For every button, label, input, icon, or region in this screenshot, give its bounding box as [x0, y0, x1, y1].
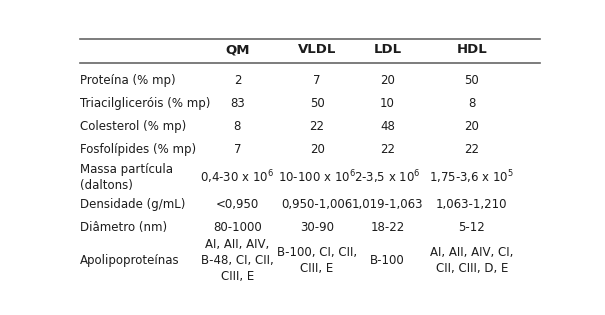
Text: 2: 2 — [234, 74, 241, 87]
Text: 1,019-1,063: 1,019-1,063 — [352, 198, 423, 211]
Text: HDL: HDL — [456, 43, 487, 56]
Text: 30-90: 30-90 — [300, 221, 334, 234]
Text: Densidade (g/mL): Densidade (g/mL) — [80, 198, 186, 211]
Text: Colesterol (% mp): Colesterol (% mp) — [80, 120, 186, 134]
Text: <0,950: <0,950 — [216, 198, 259, 211]
Text: 20: 20 — [310, 143, 324, 157]
Text: 50: 50 — [310, 97, 324, 110]
Text: 10: 10 — [380, 97, 395, 110]
Text: Massa partícula
(daltons): Massa partícula (daltons) — [80, 163, 173, 192]
Text: Apolipoproteínas: Apolipoproteínas — [80, 254, 180, 267]
Text: 50: 50 — [465, 74, 479, 87]
Text: QM: QM — [225, 43, 250, 56]
Text: 0,4-30 x $10^{6}$: 0,4-30 x $10^{6}$ — [200, 169, 275, 186]
Text: LDL: LDL — [373, 43, 402, 56]
Text: Fosfolípides (% mp): Fosfolípides (% mp) — [80, 143, 197, 157]
Text: 2-3,5 x $10^{6}$: 2-3,5 x $10^{6}$ — [354, 169, 420, 186]
Text: 22: 22 — [310, 120, 325, 134]
Text: 22: 22 — [380, 143, 395, 157]
Text: 18-22: 18-22 — [370, 221, 405, 234]
Text: 7: 7 — [313, 74, 321, 87]
Text: B-100: B-100 — [370, 254, 405, 267]
Text: 1,063-1,210: 1,063-1,210 — [436, 198, 508, 211]
Text: 5-12: 5-12 — [459, 221, 485, 234]
Text: VLDL: VLDL — [298, 43, 336, 56]
Text: 8: 8 — [468, 97, 476, 110]
Text: 80-1000: 80-1000 — [213, 221, 262, 234]
Text: B-100, CI, CII,
CIII, E: B-100, CI, CII, CIII, E — [277, 246, 357, 275]
Text: 48: 48 — [380, 120, 395, 134]
Text: 22: 22 — [464, 143, 479, 157]
Text: 0,950-1,006: 0,950-1,006 — [281, 198, 353, 211]
Text: AI, AII, AIV, CI,
CII, CIII, D, E: AI, AII, AIV, CI, CII, CIII, D, E — [430, 246, 514, 275]
Text: 20: 20 — [380, 74, 395, 87]
Text: 20: 20 — [465, 120, 479, 134]
Text: Diâmetro (nm): Diâmetro (nm) — [80, 221, 168, 234]
Text: 7: 7 — [234, 143, 241, 157]
Text: Triacilgliceróis (% mp): Triacilgliceróis (% mp) — [80, 97, 211, 110]
Text: AI, AII, AIV,
B-48, CI, CII,
CIII, E: AI, AII, AIV, B-48, CI, CII, CIII, E — [201, 238, 273, 283]
Text: Proteína (% mp): Proteína (% mp) — [80, 74, 176, 87]
Text: 8: 8 — [234, 120, 241, 134]
Text: 1,75-3,6 x $10^{5}$: 1,75-3,6 x $10^{5}$ — [430, 169, 514, 186]
Text: 10-100 x $10^{6}$: 10-100 x $10^{6}$ — [278, 169, 356, 186]
Text: 83: 83 — [230, 97, 245, 110]
